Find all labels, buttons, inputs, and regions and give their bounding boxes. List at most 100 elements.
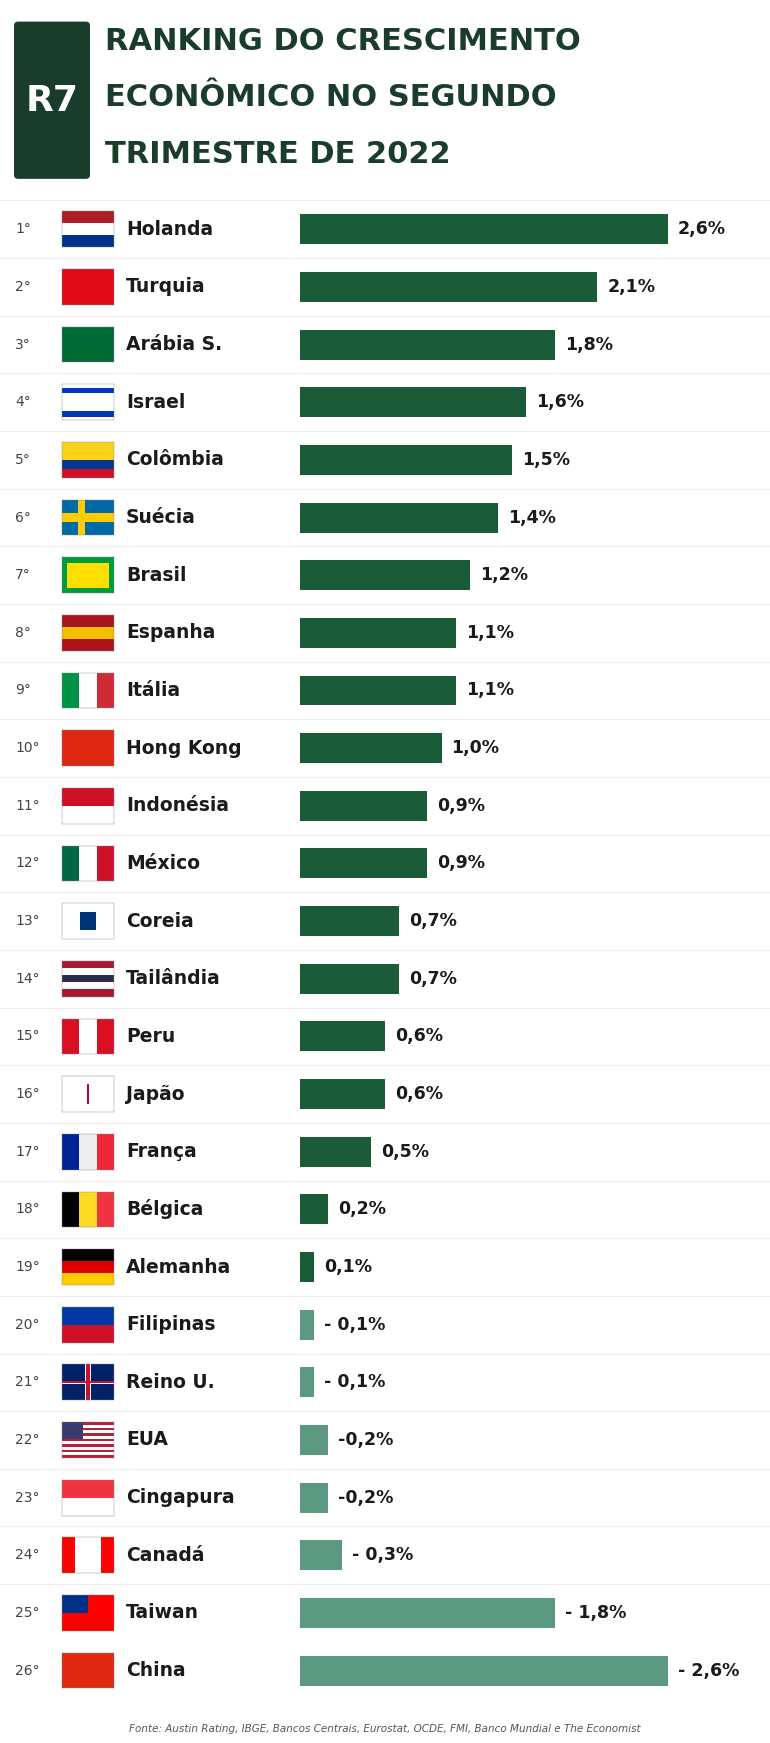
Bar	[62, 1447, 114, 1450]
Bar	[62, 326, 114, 363]
Text: Cingapura: Cingapura	[126, 1489, 235, 1508]
Text: 2,6%: 2,6%	[678, 220, 726, 239]
Bar	[62, 443, 114, 478]
Bar	[300, 560, 470, 591]
Bar	[300, 1136, 371, 1166]
Bar	[300, 272, 598, 302]
Text: 1,1%: 1,1%	[466, 624, 514, 641]
Bar	[62, 500, 114, 535]
Text: 21°: 21°	[15, 1375, 39, 1389]
Text: Coreia: Coreia	[126, 912, 194, 931]
Bar	[62, 326, 114, 363]
Bar	[300, 1426, 328, 1455]
Bar	[62, 967, 114, 974]
Bar	[62, 1075, 114, 1112]
Bar	[62, 627, 114, 640]
Bar	[300, 1194, 328, 1224]
Bar	[62, 1018, 79, 1055]
Text: Canadá: Canadá	[126, 1546, 205, 1565]
Bar	[79, 1135, 97, 1170]
Bar	[97, 845, 114, 882]
Bar	[97, 1192, 114, 1227]
Bar	[62, 1595, 114, 1631]
Text: 7°: 7°	[15, 568, 31, 582]
Text: Colômbia: Colômbia	[126, 450, 224, 469]
Text: 3°: 3°	[15, 338, 31, 352]
Bar	[62, 673, 114, 708]
Text: - 0,1%: - 0,1%	[324, 1373, 386, 1391]
Text: 1,1%: 1,1%	[466, 682, 514, 699]
Bar	[79, 1192, 97, 1227]
Text: - 1,8%: - 1,8%	[564, 1604, 626, 1623]
Text: 0,6%: 0,6%	[395, 1086, 443, 1103]
Text: 13°: 13°	[15, 913, 39, 927]
Bar	[62, 1307, 114, 1342]
Text: Turquia: Turquia	[126, 277, 206, 296]
Bar	[62, 268, 114, 305]
Text: RANKING DO CRESCIMENTO: RANKING DO CRESCIMENTO	[105, 26, 581, 56]
Bar	[62, 1424, 114, 1428]
Bar	[62, 443, 114, 460]
Bar	[62, 460, 114, 469]
Text: 18°: 18°	[15, 1203, 40, 1217]
Bar	[62, 1325, 114, 1342]
Bar	[300, 964, 399, 994]
Text: R7: R7	[25, 84, 79, 119]
Bar	[62, 235, 114, 248]
Bar	[62, 411, 114, 417]
Bar	[62, 983, 114, 990]
Bar	[86, 1365, 89, 1400]
Text: 1,4%: 1,4%	[508, 509, 556, 526]
Bar	[79, 845, 97, 882]
Bar	[62, 1436, 114, 1438]
Bar	[62, 1250, 114, 1285]
Text: Suécia: Suécia	[126, 507, 196, 526]
Text: 1,6%: 1,6%	[537, 394, 584, 411]
Bar	[79, 1018, 97, 1055]
Text: 5°: 5°	[15, 453, 31, 467]
Text: Hong Kong: Hong Kong	[126, 739, 242, 758]
Text: 1,0%: 1,0%	[451, 739, 500, 756]
Bar	[62, 1135, 79, 1170]
Text: 23°: 23°	[15, 1490, 39, 1504]
Bar	[62, 558, 114, 593]
Bar	[62, 1441, 114, 1445]
Bar	[62, 389, 114, 394]
Text: 4°: 4°	[15, 396, 31, 410]
Bar	[62, 268, 114, 305]
Bar	[62, 1260, 114, 1272]
Bar	[62, 1192, 114, 1227]
Text: - 0,3%: - 0,3%	[353, 1546, 413, 1563]
Bar	[300, 617, 456, 648]
Bar	[300, 1309, 314, 1340]
Text: 26°: 26°	[15, 1663, 39, 1677]
Text: 10°: 10°	[15, 741, 39, 755]
Bar	[62, 1272, 114, 1285]
Text: 2°: 2°	[15, 281, 31, 295]
Bar	[300, 1656, 668, 1685]
Bar	[300, 1021, 385, 1051]
Text: México: México	[126, 854, 200, 873]
Text: 0,1%: 0,1%	[324, 1258, 372, 1276]
Bar	[62, 1422, 83, 1438]
Bar	[62, 615, 114, 627]
Text: Bélgica: Bélgica	[126, 1199, 203, 1220]
Text: 25°: 25°	[15, 1605, 39, 1619]
Bar	[300, 1367, 314, 1398]
Bar	[62, 1595, 88, 1612]
Text: Brasil: Brasil	[126, 566, 186, 584]
Bar	[62, 640, 114, 650]
Text: Taiwan: Taiwan	[126, 1604, 199, 1623]
Bar	[62, 223, 114, 235]
Text: 11°: 11°	[15, 798, 40, 812]
Text: 1°: 1°	[15, 223, 31, 237]
Bar	[62, 211, 114, 248]
Text: EUA: EUA	[126, 1431, 168, 1450]
FancyBboxPatch shape	[14, 21, 90, 180]
Bar	[62, 1480, 114, 1497]
Text: 24°: 24°	[15, 1548, 39, 1562]
Bar	[79, 673, 97, 708]
Bar	[62, 730, 114, 765]
Text: - 0,1%: - 0,1%	[324, 1316, 386, 1333]
Bar	[62, 974, 114, 983]
